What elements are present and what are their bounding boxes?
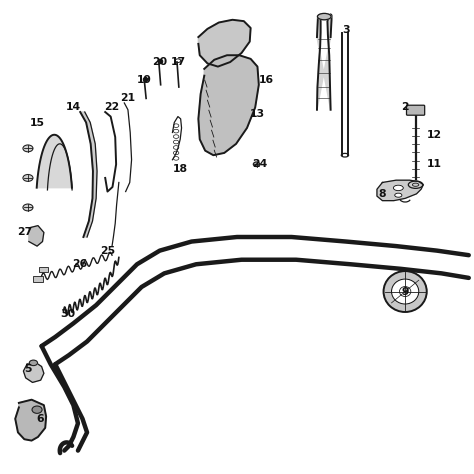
Text: 16: 16: [259, 75, 274, 85]
Ellipse shape: [408, 181, 423, 188]
Text: 22: 22: [104, 102, 119, 112]
Ellipse shape: [393, 185, 403, 191]
Text: 8: 8: [379, 189, 386, 199]
Text: 21: 21: [120, 93, 136, 103]
FancyBboxPatch shape: [407, 105, 425, 115]
Text: 9: 9: [401, 286, 409, 297]
Text: 6: 6: [37, 414, 45, 424]
Ellipse shape: [318, 13, 331, 20]
Text: 14: 14: [66, 102, 81, 112]
Text: 20: 20: [152, 57, 167, 67]
Polygon shape: [199, 20, 251, 66]
Text: 5: 5: [24, 364, 32, 374]
Text: 26: 26: [73, 259, 88, 269]
Text: 19: 19: [137, 75, 151, 85]
Ellipse shape: [383, 271, 427, 312]
Polygon shape: [29, 226, 44, 246]
Ellipse shape: [395, 193, 402, 197]
Ellipse shape: [29, 360, 37, 365]
Ellipse shape: [23, 145, 33, 152]
Ellipse shape: [392, 279, 419, 304]
Text: 18: 18: [173, 164, 188, 174]
Polygon shape: [377, 180, 423, 201]
Polygon shape: [36, 135, 72, 188]
Text: 25: 25: [100, 246, 115, 255]
Text: 13: 13: [250, 109, 265, 119]
Text: 11: 11: [427, 159, 442, 169]
Ellipse shape: [32, 406, 42, 413]
Polygon shape: [199, 55, 259, 155]
Polygon shape: [80, 112, 97, 237]
Text: 30: 30: [60, 309, 75, 319]
Text: 24: 24: [252, 159, 267, 169]
Text: 3: 3: [342, 25, 350, 35]
Polygon shape: [15, 400, 46, 441]
Ellipse shape: [23, 174, 33, 182]
Bar: [39, 267, 48, 273]
Bar: [33, 276, 43, 282]
Text: 27: 27: [17, 228, 32, 237]
Polygon shape: [23, 362, 44, 383]
Text: 2: 2: [401, 102, 409, 112]
Polygon shape: [317, 14, 331, 110]
Text: 12: 12: [427, 130, 442, 140]
Text: 15: 15: [29, 118, 45, 128]
Ellipse shape: [254, 162, 260, 166]
Ellipse shape: [23, 204, 33, 211]
Text: 17: 17: [170, 57, 185, 67]
